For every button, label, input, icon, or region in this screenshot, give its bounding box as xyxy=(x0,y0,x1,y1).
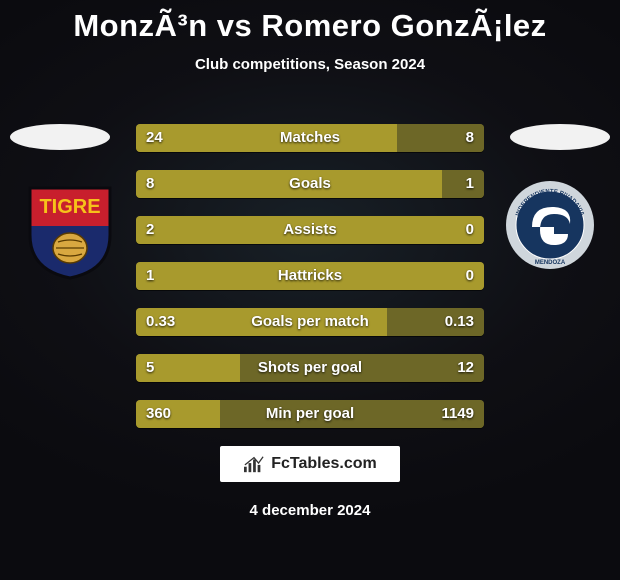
page-title: MonzÃ³n vs Romero GonzÃ¡lez xyxy=(0,0,620,44)
club-crest-left-svg: TIGRE xyxy=(20,180,120,280)
club-badge-right: INDEPENDIENTE RIVADAVIA MENDOZA xyxy=(500,180,600,280)
footer-date: 4 december 2024 xyxy=(0,502,620,519)
club-crest-right-svg: INDEPENDIENTE RIVADAVIA MENDOZA xyxy=(500,180,600,280)
stat-label: Min per goal xyxy=(136,400,484,428)
club-left-text: TIGRE xyxy=(39,196,100,218)
player-silhouette-right xyxy=(510,124,610,150)
player-silhouette-left xyxy=(10,124,110,150)
bar-chart-icon xyxy=(243,454,265,474)
stat-bar-row: 0.330.13Goals per match xyxy=(136,308,484,336)
stat-bar-row: 20Assists xyxy=(136,216,484,244)
stat-label: Assists xyxy=(136,216,484,244)
stat-bar-row: 3601149Min per goal xyxy=(136,400,484,428)
page-subtitle: Club competitions, Season 2024 xyxy=(0,56,620,73)
club-right-ring-text-bottom: MENDOZA xyxy=(535,260,566,266)
stat-bar-row: 10Hattricks xyxy=(136,262,484,290)
stat-bar-row: 248Matches xyxy=(136,124,484,152)
comparison-infographic: MonzÃ³n vs Romero GonzÃ¡lez Club competi… xyxy=(0,0,620,580)
brand-text: FcTables.com xyxy=(271,455,377,473)
stat-label: Goals per match xyxy=(136,308,484,336)
stat-bars-container: 248Matches 81Goals 20Assists 10Hattricks 0.3… xyxy=(136,124,484,446)
stat-label: Shots per goal xyxy=(136,354,484,382)
stat-label: Hattricks xyxy=(136,262,484,290)
stat-label: Matches xyxy=(136,124,484,152)
brand-badge: FcTables.com xyxy=(220,446,400,482)
stat-bar-row: 512Shots per goal xyxy=(136,354,484,382)
stat-bar-row: 81Goals xyxy=(136,170,484,198)
stat-label: Goals xyxy=(136,170,484,198)
club-badge-left: TIGRE xyxy=(20,180,120,280)
